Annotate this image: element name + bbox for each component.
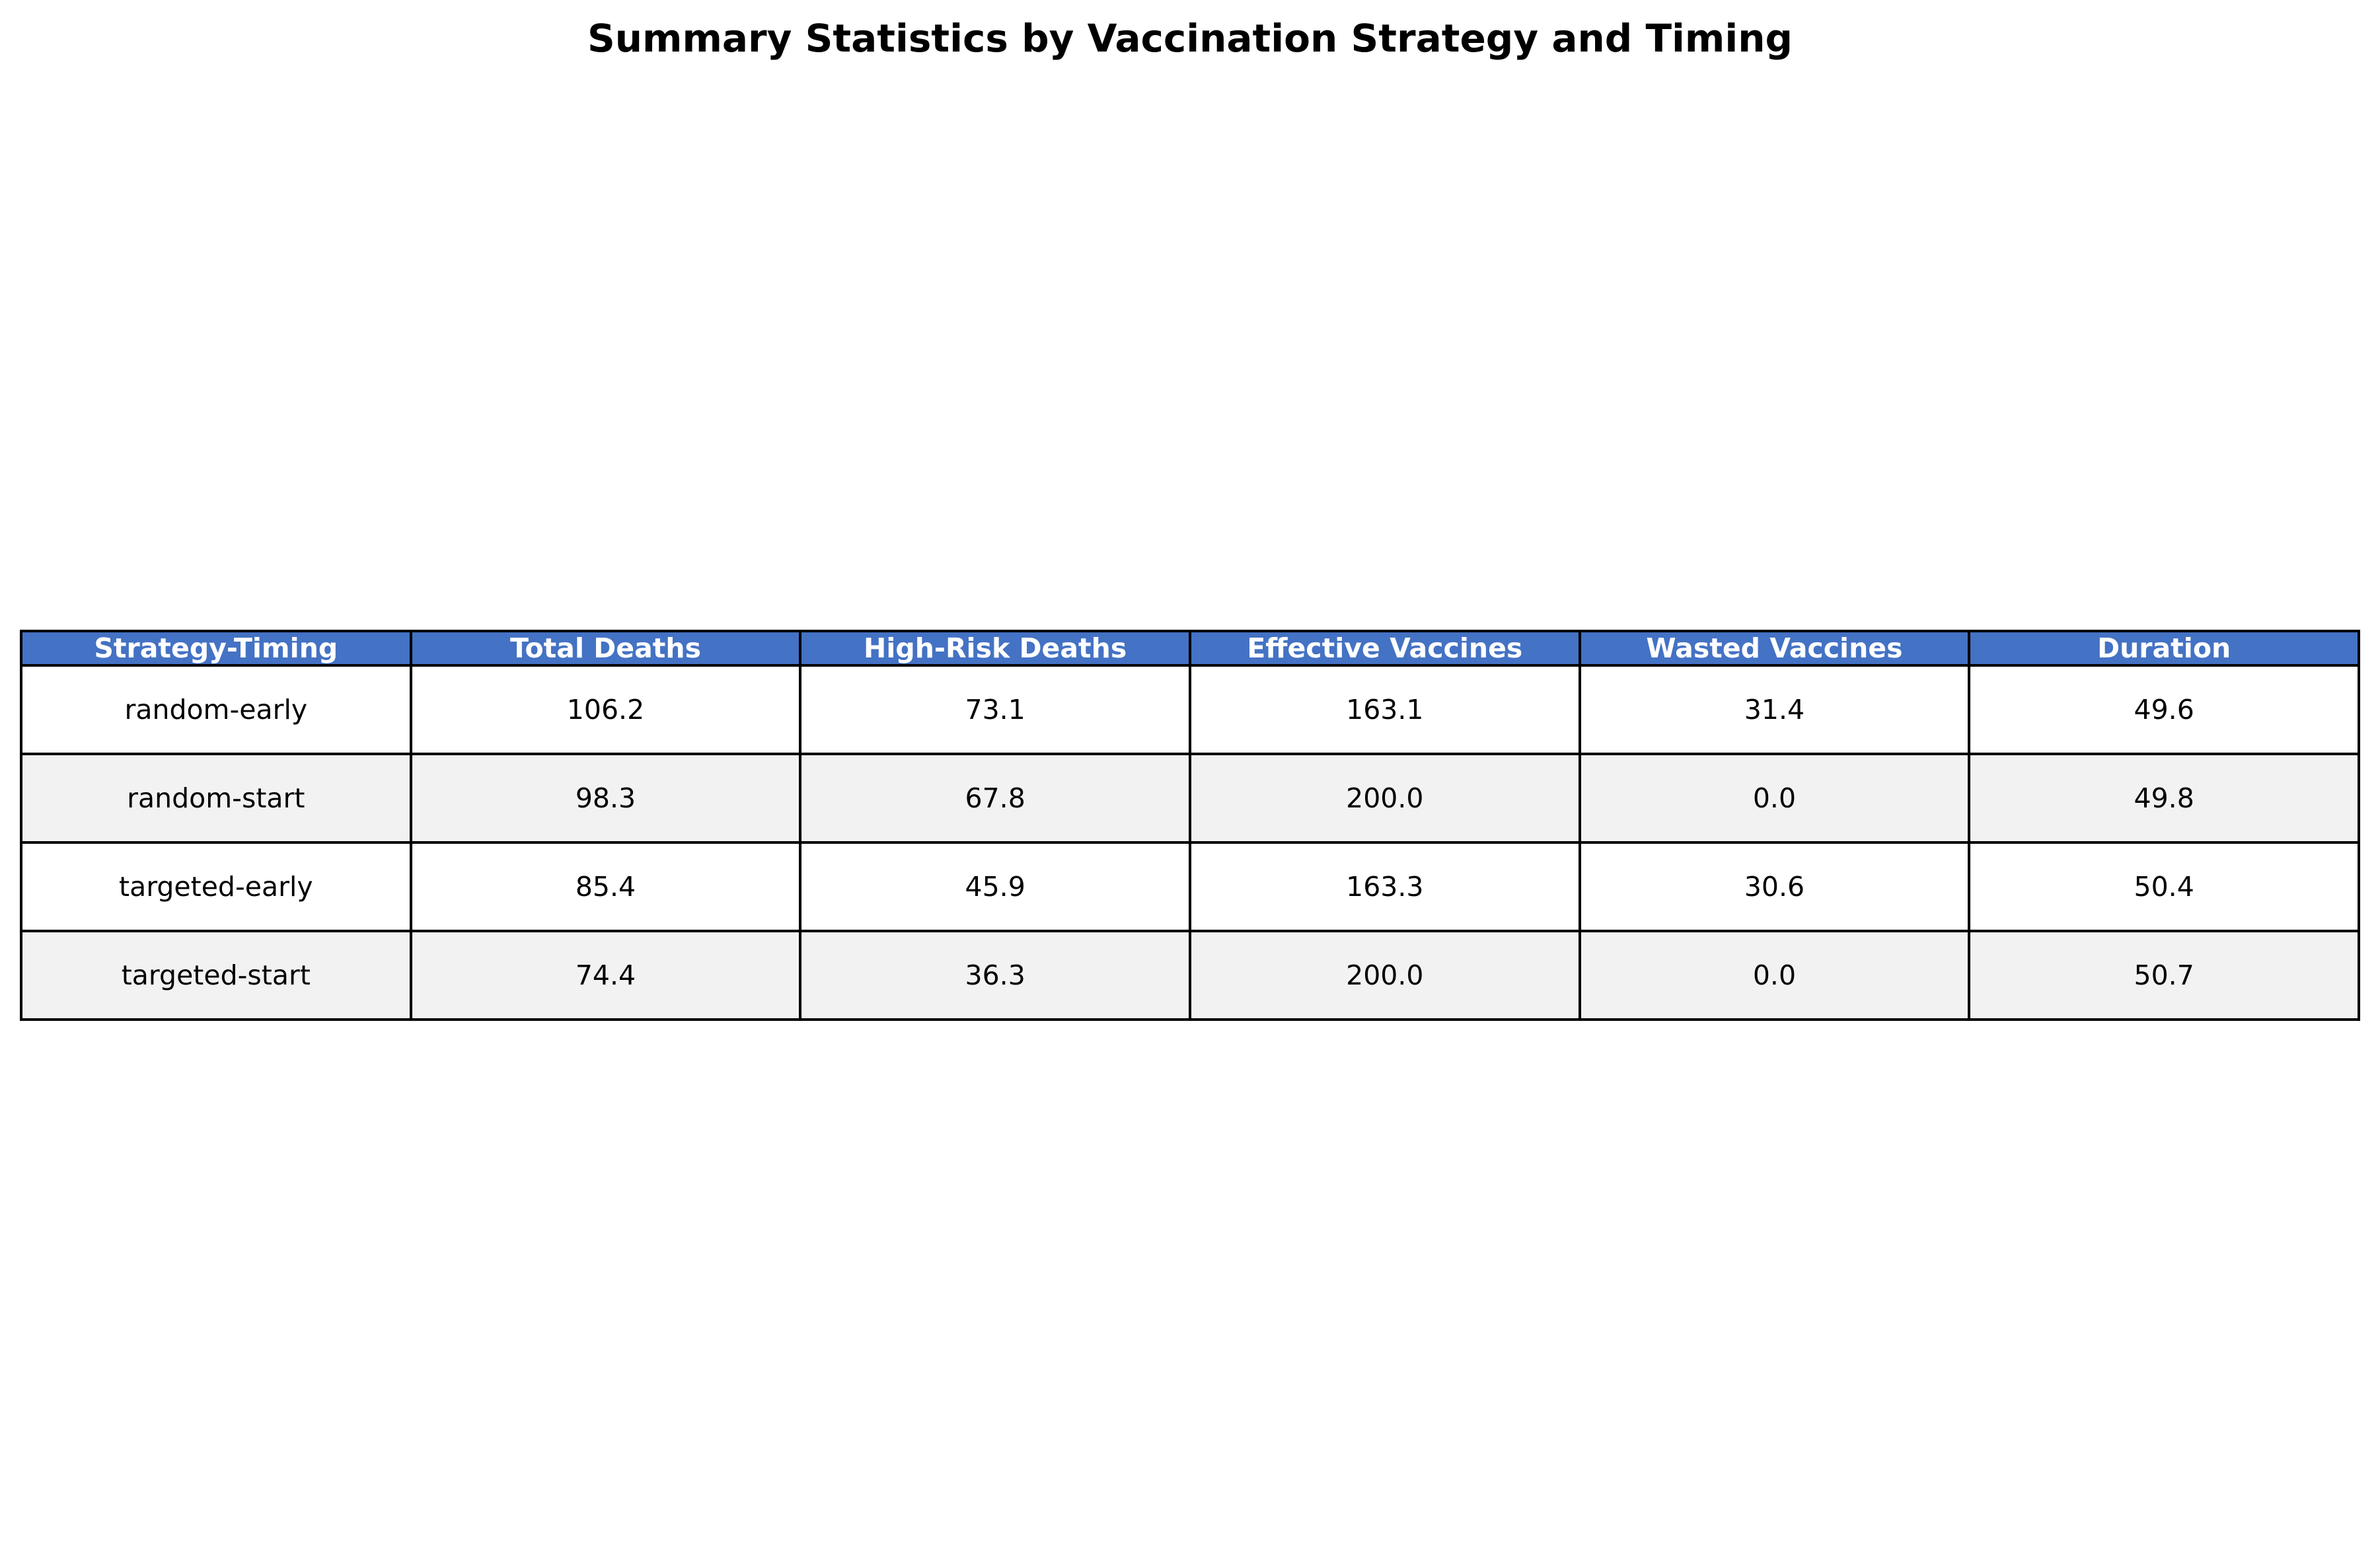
column-header-effective-vaccines: Effective Vaccines [1188,630,1581,667]
column-header-high-risk-deaths: High-Risk Deaths [799,630,1191,667]
table-cell-high-risk-deaths: 67.8 [799,753,1191,844]
table-cell-duration: 50.4 [1968,841,2360,932]
table-cell-effective-vaccines: 200.0 [1188,753,1581,844]
table-cell-duration: 50.7 [1968,930,2360,1021]
table-cell-duration: 49.6 [1968,664,2360,755]
table-row: random-start 98.3 67.8 200.0 0.0 49.8 [20,753,2360,844]
table-cell-total-deaths: 85.4 [409,841,802,932]
table-cell-wasted-vaccines: 31.4 [1578,664,1971,755]
table-cell-high-risk-deaths: 73.1 [799,664,1191,755]
table-cell-effective-vaccines: 200.0 [1188,930,1581,1021]
column-header-total-deaths: Total Deaths [409,630,802,667]
table-cell-total-deaths: 106.2 [409,664,802,755]
table-cell-wasted-vaccines: 0.0 [1578,930,1971,1021]
table-header-row: Strategy-Timing Total Deaths High-Risk D… [20,630,2360,667]
table-cell-effective-vaccines: 163.3 [1188,841,1581,932]
table-cell-strategy-timing: targeted-start [20,930,412,1021]
table-row: targeted-start 74.4 36.3 200.0 0.0 50.7 [20,930,2360,1021]
table-cell-strategy-timing: random-early [20,664,412,755]
column-header-strategy-timing: Strategy-Timing [20,630,412,667]
table-row: random-early 106.2 73.1 163.1 31.4 49.6 [20,664,2360,755]
table-cell-wasted-vaccines: 0.0 [1578,753,1971,844]
column-header-wasted-vaccines: Wasted Vaccines [1578,630,1971,667]
table-cell-total-deaths: 74.4 [409,930,802,1021]
table-row: targeted-early 85.4 45.9 163.3 30.6 50.4 [20,841,2360,932]
table-cell-high-risk-deaths: 36.3 [799,930,1191,1021]
column-header-duration: Duration [1968,630,2360,667]
table-cell-strategy-timing: random-start [20,753,412,844]
table-cell-total-deaths: 98.3 [409,753,802,844]
chart-title: Summary Statistics by Vaccination Strate… [587,16,1793,61]
table-cell-effective-vaccines: 163.1 [1188,664,1581,755]
summary-table: Strategy-Timing Total Deaths High-Risk D… [20,630,2360,1021]
table-cell-duration: 49.8 [1968,753,2360,844]
table-cell-wasted-vaccines: 30.6 [1578,841,1971,932]
table-cell-high-risk-deaths: 45.9 [799,841,1191,932]
table-cell-strategy-timing: targeted-early [20,841,412,932]
